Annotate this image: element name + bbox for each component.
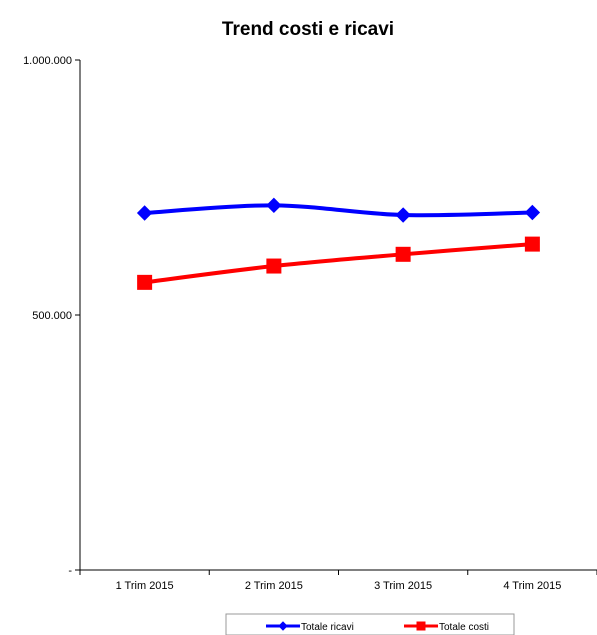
data-point-totale-costi bbox=[524, 236, 540, 252]
legend-marker-totale-ricavi bbox=[278, 621, 288, 631]
chart-legend: Totale ricavi Totale costi bbox=[225, 613, 515, 635]
data-point-totale-costi bbox=[395, 246, 411, 262]
chart-title: Trend costi e ricavi bbox=[222, 19, 394, 40]
x-tick-label: 1 Trim 2015 bbox=[116, 580, 174, 592]
x-tick-label: 2 Trim 2015 bbox=[245, 580, 303, 592]
data-point-totale-costi bbox=[137, 274, 153, 290]
data-point-totale-ricavi bbox=[266, 197, 282, 214]
data-point-totale-ricavi bbox=[524, 204, 541, 221]
series-line-totale-ricavi bbox=[142, 203, 535, 218]
x-tick-label: 4 Trim 2015 bbox=[503, 580, 561, 592]
legend-label-totale-costi: Totale costi bbox=[439, 622, 489, 633]
series-line-totale-costi bbox=[142, 242, 535, 285]
y-tick-label: 1.000.000 bbox=[23, 55, 72, 67]
y-tick-label: 500.000 bbox=[32, 310, 72, 322]
data-point-totale-ricavi bbox=[136, 205, 153, 221]
y-tick-label: - bbox=[68, 565, 72, 577]
legend-label-totale-ricavi: Totale ricavi bbox=[301, 622, 354, 633]
legend-box bbox=[225, 613, 515, 635]
legend-marker-totale-costi bbox=[416, 621, 426, 631]
chart-series bbox=[136, 197, 541, 290]
x-tick-label: 3 Trim 2015 bbox=[374, 580, 432, 592]
data-point-totale-ricavi bbox=[395, 207, 411, 223]
data-point-totale-costi bbox=[266, 258, 282, 274]
chart-axes: - 500.000 1.000.000 1 Trim 2015 2 Trim 2015 3… bbox=[23, 55, 597, 592]
